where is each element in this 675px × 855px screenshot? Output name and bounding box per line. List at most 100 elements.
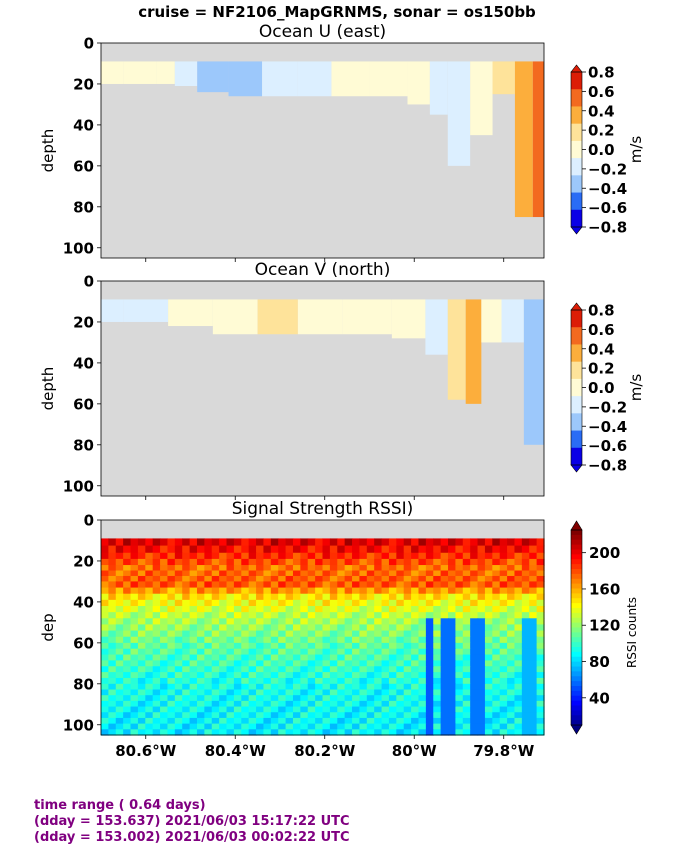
data-cell [189, 660, 198, 667]
data-cell [285, 729, 294, 736]
data-cell [278, 624, 287, 632]
data-cell [411, 606, 420, 613]
data-cell [440, 723, 449, 730]
data-cell [374, 552, 383, 560]
data-cell [152, 552, 161, 560]
data-cell [182, 606, 191, 613]
data-cell [189, 565, 198, 572]
data-cell [256, 565, 265, 572]
data-cell [137, 648, 146, 656]
data-cell [108, 660, 117, 667]
data-cell [226, 575, 235, 583]
data-cell [477, 706, 486, 713]
data-cell [233, 587, 242, 595]
data-cell [440, 630, 449, 638]
data-cell [366, 606, 375, 613]
data-cell [115, 606, 124, 613]
data-cell [160, 712, 169, 719]
data-cell [174, 712, 183, 719]
data-cell [145, 648, 154, 656]
data-cell [470, 636, 479, 644]
data-cell [344, 570, 353, 577]
data-cell [219, 642, 228, 650]
data-cell [182, 538, 191, 547]
data-cell [270, 581, 279, 589]
colorbar-segment [571, 534, 582, 541]
y-tick-label: 60 [73, 395, 94, 413]
data-cell [374, 695, 383, 702]
data-cell [381, 599, 390, 607]
data-cell [160, 723, 169, 730]
data-cell [411, 612, 420, 619]
data-cell [433, 672, 442, 679]
data-cell [152, 654, 161, 662]
data-cell [425, 565, 434, 572]
data-cell [174, 660, 183, 667]
data-cell [381, 545, 390, 554]
data-cell [381, 581, 390, 589]
data-cell [440, 624, 449, 632]
data-cell [248, 581, 257, 589]
data-cell [396, 618, 405, 626]
data-cell [160, 581, 169, 589]
data-cell [344, 545, 353, 554]
data-cell [263, 660, 272, 667]
data-cell [433, 618, 442, 626]
data-cell [329, 660, 338, 667]
data-cell [322, 660, 331, 667]
data-cell [263, 624, 272, 632]
y-tick-label: 100 [63, 239, 94, 257]
data-cell [411, 706, 420, 713]
data-cell [182, 575, 191, 583]
data-cell [108, 648, 117, 656]
data-cell [315, 695, 324, 702]
data-cell [507, 575, 516, 583]
data-cell [388, 712, 397, 719]
data-cell [189, 545, 198, 554]
plot-frame [100, 42, 545, 259]
data-cell [211, 695, 220, 702]
data-cell [189, 593, 198, 601]
data-cell [448, 587, 456, 595]
data-cell [381, 695, 390, 702]
data-cell [241, 672, 250, 679]
data-cell [418, 660, 427, 667]
data-cell [123, 672, 132, 679]
colorbar-segment [571, 549, 582, 555]
data-cell [278, 636, 287, 644]
data-cell [292, 624, 301, 632]
data-cell [448, 677, 456, 685]
colorbar-tick-label: 0.8 [588, 64, 615, 82]
data-cell [529, 538, 538, 547]
data-cell [484, 630, 493, 638]
colorbar-segment [571, 671, 582, 677]
data-cell [174, 648, 183, 656]
data-cell [160, 575, 169, 583]
data-cell [374, 683, 383, 691]
data-cell [300, 565, 309, 572]
data-cell [256, 683, 265, 691]
data-cell [285, 538, 294, 547]
data-cell [315, 545, 324, 554]
data-cell [374, 593, 383, 601]
data-cell [285, 606, 294, 613]
data-cell [123, 61, 157, 84]
data-cell [492, 612, 501, 619]
data-cell [388, 672, 397, 679]
data-cell [160, 565, 169, 572]
data-cell [256, 630, 265, 638]
data-cell [123, 695, 132, 702]
data-cell [315, 666, 324, 673]
data-cell [307, 575, 316, 583]
data-cell [470, 61, 493, 136]
data-cell [130, 672, 139, 679]
data-cell [374, 706, 383, 713]
data-cell [315, 565, 324, 572]
data-cell [196, 581, 205, 589]
data-cell [115, 587, 124, 595]
data-cell [440, 545, 449, 554]
data-cell [196, 666, 205, 673]
data-cell [514, 624, 523, 632]
data-cell [108, 654, 117, 662]
data-cell [411, 654, 420, 662]
